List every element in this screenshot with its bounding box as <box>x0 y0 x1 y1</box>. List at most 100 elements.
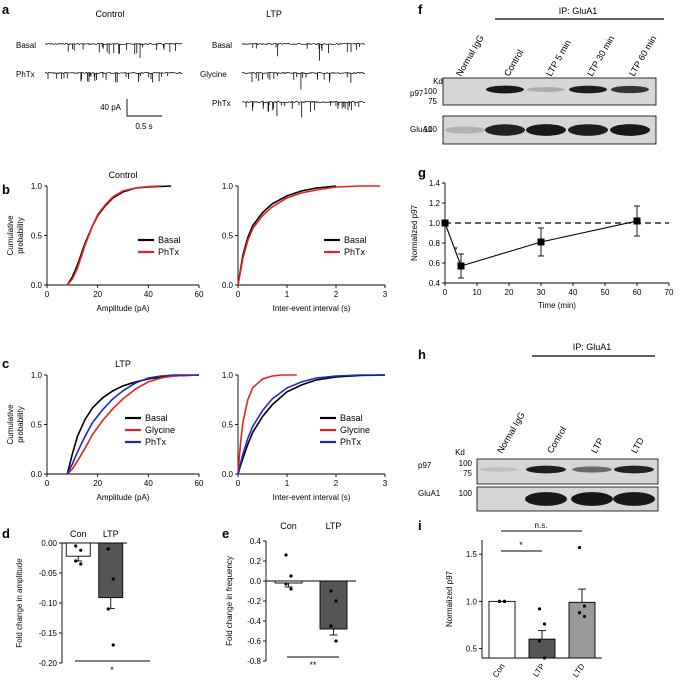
blot-band-lane-1 <box>526 465 566 474</box>
ip-label-f: IP: GluA1 <box>559 6 598 16</box>
x-axis-label: Time (min) <box>538 301 576 310</box>
legend-label-basal: Basal <box>145 413 168 423</box>
axis-lines <box>46 375 199 475</box>
x-axis-label: Amplitude (pA) <box>97 493 150 502</box>
series-line-phtx <box>66 185 162 286</box>
glua1-marker-h-100: 100 <box>459 489 473 498</box>
p97-marker-h-100: 100 <box>459 459 473 468</box>
bar-con <box>274 580 303 584</box>
x-tick-label: 1 <box>285 290 290 299</box>
series-line-phtx <box>237 374 385 475</box>
chart-g-timecourse: 0 10 20 30 40 50 60 70 0.4 0.6 0.8 1.0 1.2 1.4 Time (m… <box>410 179 674 310</box>
bar-ltp <box>528 638 556 659</box>
y-axis-label-2: probability <box>16 217 25 253</box>
data-point-ltp <box>537 639 542 643</box>
panel-a: a Control LTP Basal PhTx Basal Glycine P… <box>2 2 282 131</box>
bar-ltp <box>319 580 348 630</box>
y-tick-label: 0.5 <box>466 645 478 654</box>
x-tick-label: 30 <box>537 288 546 297</box>
data-point-ltp <box>329 589 333 593</box>
lane-label-f-0: Normal IgG <box>454 33 486 78</box>
blot-band-lane-0 <box>445 126 485 134</box>
y-tick-label: -0.8 <box>247 657 261 666</box>
blot-h-glua1-strip <box>476 486 659 512</box>
y-tick-label: 0.5 <box>31 421 43 430</box>
series-line-glycine <box>66 374 200 475</box>
y-tick-label: 1.4 <box>429 179 441 188</box>
blot-f-p97-strip <box>442 77 657 106</box>
x-axis-label: Amplitude (pA) <box>97 304 150 313</box>
x-axis-label: Inter-event interval (s) <box>273 493 351 502</box>
y-tick-label: 0.0 <box>31 470 43 479</box>
series-line-phtx <box>237 185 381 286</box>
panel-label-g: g <box>418 165 426 180</box>
trace-label-control-phtx: PhTx <box>16 70 35 79</box>
series-line-basal <box>66 185 172 286</box>
panel-label-d: d <box>2 526 10 541</box>
y-tick-label: 0.0 <box>222 281 234 290</box>
blot-band-lane-3 <box>614 465 654 474</box>
data-point <box>457 262 465 270</box>
y-tick-label: 0.0 <box>31 281 43 290</box>
panel-label-c: c <box>2 356 9 371</box>
panel-label-f: f <box>418 2 423 17</box>
p97-label-h: p97 <box>418 461 432 470</box>
data-point-con <box>284 582 288 586</box>
blot-f-glua1-strip <box>442 115 657 145</box>
data-point-ltp <box>537 607 542 611</box>
panel-label-h: h <box>418 347 426 362</box>
significance-label: * <box>454 245 458 255</box>
y-axis-label: Fold change in frequency <box>225 556 234 646</box>
blot-band-lane-2 <box>527 87 565 92</box>
y-tick-label: -0.20 <box>39 659 58 668</box>
blot-band-lane-3 <box>569 85 607 94</box>
y-tick-label: 0.0 <box>250 577 262 586</box>
chart-b-interval: 0 1 2 3 0.0 0.5 1.0 Inter-event interval (s) Bas… <box>222 182 388 313</box>
series-line-basal <box>237 374 386 475</box>
trace-baseline-4 <box>242 100 366 104</box>
trace-label-ltp-glycine: Glycine <box>200 70 227 79</box>
y-tick-label: -0.2 <box>247 597 261 606</box>
scale-bar-x-label: 0.5 s <box>135 122 152 131</box>
lane-label-h-3: LTD <box>629 435 646 455</box>
x-tick-label: 20 <box>93 290 102 299</box>
blot-band-lane-1 <box>485 124 525 136</box>
bar-ltp <box>98 542 124 599</box>
category-label-ltp: LTP <box>531 662 546 679</box>
trace-label-ltp-basal: Basal <box>212 41 232 50</box>
trace-baseline-2 <box>241 42 366 46</box>
y-tick-label: 1.0 <box>429 219 441 228</box>
trace-title-ltp: LTP <box>266 9 282 19</box>
panel-label-e: e <box>222 526 229 541</box>
data-point-con <box>79 562 83 566</box>
data-point-ltp <box>334 639 338 643</box>
lane-label-h-0: Normal IgG <box>495 410 527 455</box>
data-point <box>537 238 545 246</box>
y-axis-label: Normalized p97 <box>445 570 454 627</box>
x-tick-label: 20 <box>505 288 514 297</box>
scale-bar-y-label: 40 pA <box>100 103 122 112</box>
y-tick-label: 0.8 <box>429 239 441 248</box>
blot-band-lane-1 <box>525 492 567 506</box>
series-line-glycine <box>237 374 297 475</box>
data-point-ltp <box>542 656 547 660</box>
ip-label-h: IP: GluA1 <box>573 342 612 352</box>
x-tick-label: 70 <box>665 288 674 297</box>
lane-label-h-2: LTP <box>589 436 606 455</box>
x-tick-label: 60 <box>633 288 642 297</box>
panel-label-i: i <box>418 518 422 533</box>
p97-marker-f-75: 75 <box>428 97 437 106</box>
legend-label-glycine: Glycine <box>340 425 370 435</box>
data-point-con <box>502 599 507 603</box>
data-point-ltp <box>329 624 333 628</box>
data-point-ltd <box>577 545 582 550</box>
blot-band-lane-3 <box>613 492 655 506</box>
chart-d-amplitude: 0.00 -0.05 -0.10 -0.15 -0.20 Fold change in a… <box>15 529 150 675</box>
data-point-ltd <box>582 614 587 619</box>
x-tick-label: 40 <box>144 479 153 488</box>
data-point-ltd <box>577 611 582 615</box>
blot-f: IP: GluA1 Normal IgG Control LTP 5 min L… <box>410 6 664 145</box>
trace-baseline-1 <box>44 71 183 75</box>
x-tick-label: 2 <box>334 479 339 488</box>
